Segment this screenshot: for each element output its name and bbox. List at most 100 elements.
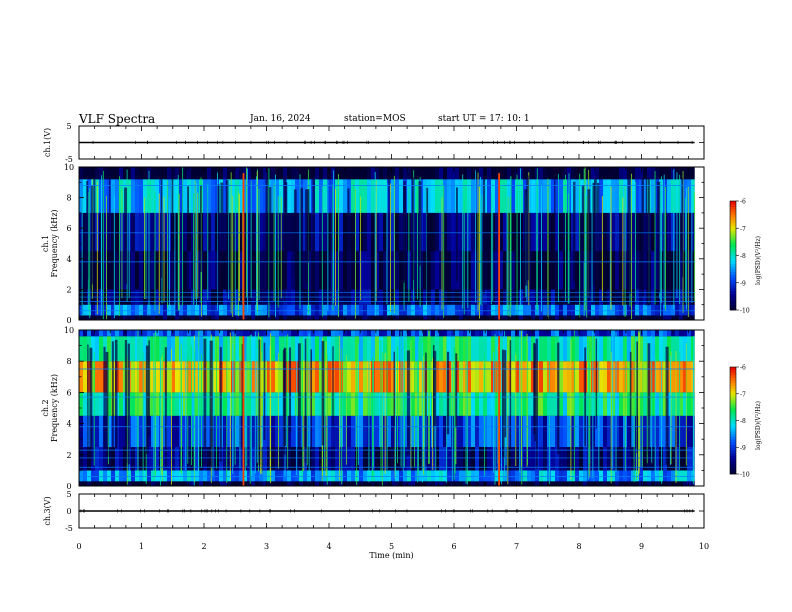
ch2-spectrogram-cell (131, 415, 135, 447)
ch2-spectrogram-cell (187, 392, 191, 416)
ch2-spectrogram-cell (511, 336, 515, 362)
ch1-spectrogram-cell (395, 315, 399, 320)
ch2-spectrogram-cell (203, 481, 207, 486)
ch2-spectrogram-cell (327, 361, 331, 393)
ch1-spectrogram-streak (462, 174, 464, 309)
ch1-spectrogram-cell (363, 251, 367, 290)
ch1-spectrogram-cell (323, 304, 327, 316)
ch1-spectrogram-cell (403, 304, 407, 316)
ch2-spectrogram-cell (327, 470, 331, 482)
ch2-spectrogram-cell (187, 330, 191, 337)
ch1-spectrogram-streak (475, 170, 477, 303)
ch1-spectrogram-streak (234, 182, 236, 312)
ch2-spectrogram-cell (435, 330, 439, 337)
ch1-spectrogram-streak (687, 186, 689, 318)
ch2-spectrogram-cell (343, 392, 347, 416)
ch2-spectrogram-cell (407, 330, 411, 337)
ch2-spectrogram-cell (571, 481, 575, 486)
ch1-spectrogram-cell (335, 179, 339, 213)
ch2-spectrogram-gap (310, 349, 313, 467)
ch2-spectrogram-cell (491, 361, 495, 393)
ch2-spectrogram-cell (439, 481, 443, 486)
ch2-spectrogram-cell (595, 330, 599, 337)
ch2-spectrogram-cell (587, 392, 591, 416)
ch1-spectrogram-cell (131, 304, 135, 316)
ch2-spectrogram-cell (299, 392, 303, 416)
ch1-spectrogram-cell (531, 251, 535, 290)
ch1-spectrogram-cell (531, 179, 535, 213)
ch1-spectrogram-cell (463, 251, 467, 290)
ch1-spectrogram-cell (427, 179, 431, 213)
ch2-spectrogram-cell (251, 336, 255, 362)
ch2-spectrogram-cell (519, 336, 523, 362)
ch2-spectrogram-cell (427, 330, 431, 337)
ch2-spectrogram-cell (267, 447, 271, 471)
ch1-spectrogram-cell (283, 167, 287, 180)
ch1-spectrogram-cell (87, 212, 91, 252)
ch2-spectrogram-cell (287, 336, 291, 362)
ch2-spectrogram-streak (270, 333, 272, 484)
ch2-spectrogram-cell (439, 361, 443, 393)
ch2-spectrogram-colorbar-cell (730, 444, 736, 448)
ch1-spectrogram-cell (95, 167, 99, 180)
ch2-spectrogram-cell (239, 336, 243, 362)
ch2-spectrogram-cell (411, 415, 415, 447)
ch1-spectrogram-cell (671, 304, 675, 316)
ch2-spectrogram-ylabel-channel: ch.2 (41, 399, 50, 416)
ch2-spectrogram-cell (275, 392, 279, 416)
ch2-spectrogram-cell (127, 330, 131, 337)
ch1-spectrogram-cell (83, 304, 87, 316)
ch1-spectrogram-cell (683, 304, 687, 316)
ch1-spectrogram-cell (479, 251, 483, 290)
ch1-spectrogram-streak (238, 190, 240, 317)
ch2-spectrogram-cell (419, 336, 423, 362)
ch1-spectrogram-streak (654, 171, 656, 305)
ch2-spectrogram-cell (135, 336, 139, 362)
ch1-spectrogram-cell (275, 251, 279, 290)
ch1-spectrogram-cell (559, 212, 563, 252)
ch1-spectrogram-cell (119, 212, 123, 252)
ch1-spectrogram-cell (163, 212, 167, 252)
ch1-spectrogram-cell (579, 304, 583, 316)
ch2-spectrogram-cell (159, 470, 163, 482)
ch2-spectrogram-cell (439, 415, 443, 447)
ch2-spectrogram-cell (195, 336, 199, 362)
ch2-spectrogram-cell (203, 470, 207, 482)
ch2-spectrogram-cell (207, 330, 211, 337)
ch1-spectrogram-cell (543, 179, 547, 213)
ch2-spectrogram-streak (306, 337, 308, 466)
ch1-spectrogram-gap (483, 176, 486, 294)
ch1-spectrogram-cell (111, 179, 115, 213)
ch2-spectrogram-cell (535, 481, 539, 486)
ch1-spectrogram-cell (323, 212, 327, 252)
ch2-spectrogram-cell (115, 481, 119, 486)
ch1-spectrogram-cell (679, 315, 683, 320)
ch1-spectrogram-cell (79, 167, 83, 180)
ch2-spectrogram-cell (287, 392, 291, 416)
ch2-spectrogram-cell (519, 470, 523, 482)
ch2-spectrogram-cell (675, 481, 679, 486)
ch2-spectrogram-cell (99, 447, 103, 471)
ch2-spectrogram-cell (183, 481, 187, 486)
ch2-spectrogram-cell (199, 336, 203, 362)
ch2-spectrogram-cell (527, 447, 531, 471)
ch1-spectrogram-cell (399, 167, 403, 180)
ch1-spectrogram-cell (679, 179, 683, 213)
ch2-spectrogram-streak (380, 340, 382, 479)
ch1-spectrogram-cell (167, 315, 171, 320)
ch2-spectrogram-cell (479, 392, 483, 416)
ch1-spectrogram-cell (355, 315, 359, 320)
ch2-spectrogram-cell (179, 481, 183, 486)
ch2-spectrogram-cell (631, 481, 635, 486)
ch2-spectrogram-streak (250, 334, 252, 476)
ch1-spectrogram-cell (251, 251, 255, 290)
ch1-spectrogram-cell (259, 251, 263, 290)
ch2-spectrogram-cell (363, 336, 367, 362)
ch2-spectrogram-cell (143, 336, 147, 362)
ch1-spectrogram-cell (451, 315, 455, 320)
ch1-spectrogram-cell (299, 315, 303, 320)
ch1-spectrogram-cell (151, 179, 155, 213)
ch1-spectrogram-cell (687, 212, 691, 252)
ch1-spectrogram-cell (463, 304, 467, 316)
ch2-spectrogram-cell (107, 336, 111, 362)
